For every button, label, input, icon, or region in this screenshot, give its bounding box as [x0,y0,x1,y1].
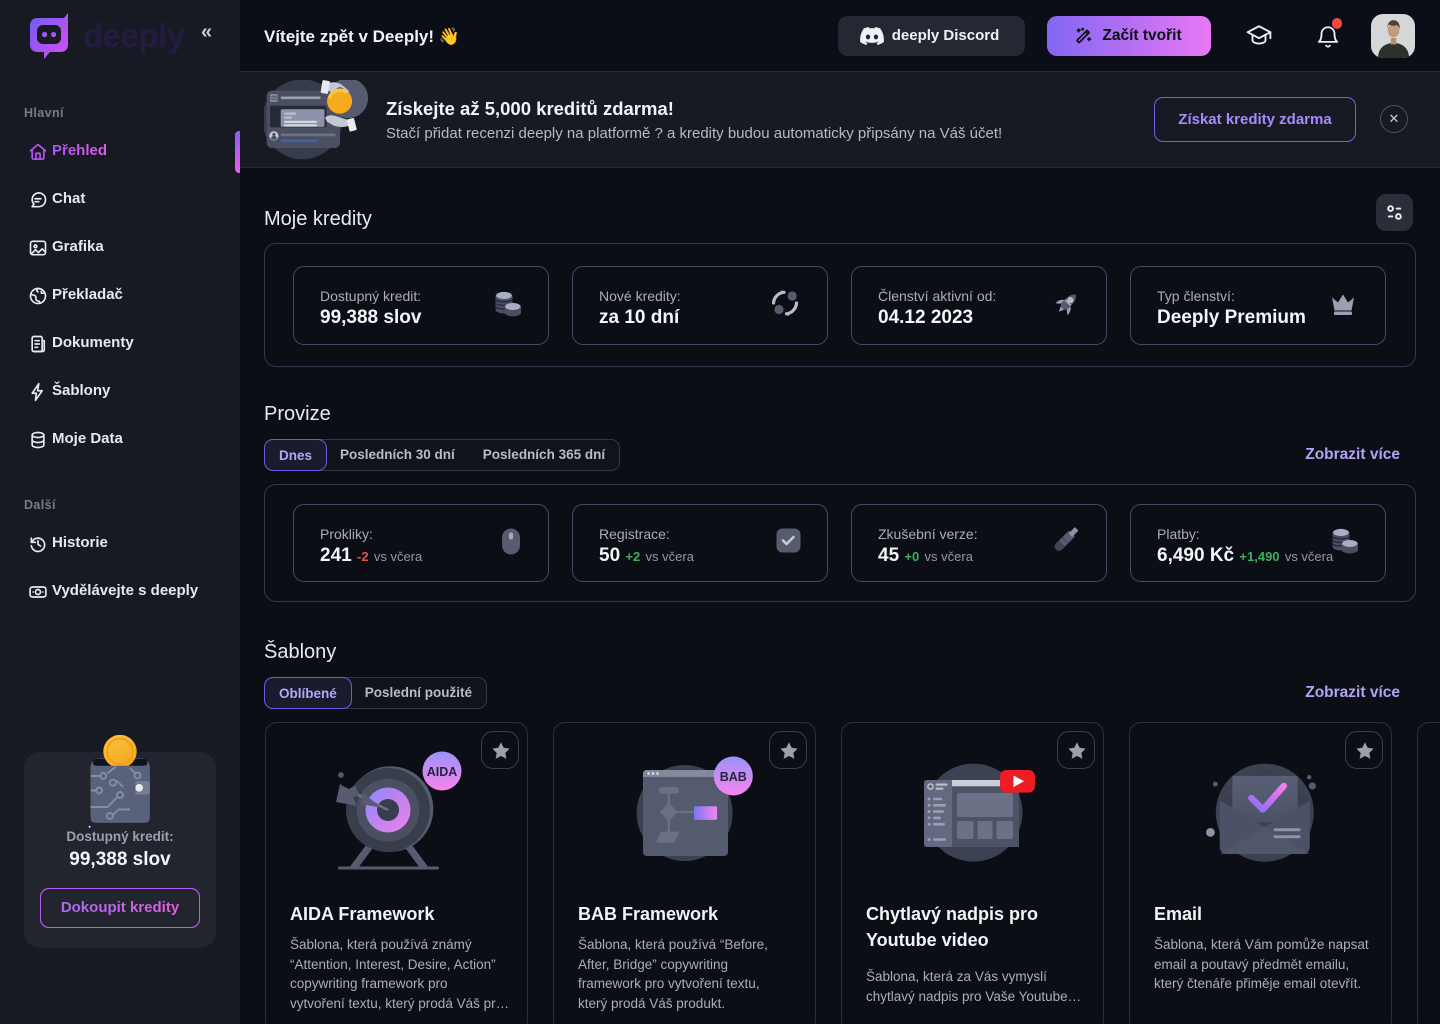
svg-text:BAB: BAB [720,770,747,784]
svg-text:AIDA: AIDA [427,765,458,779]
